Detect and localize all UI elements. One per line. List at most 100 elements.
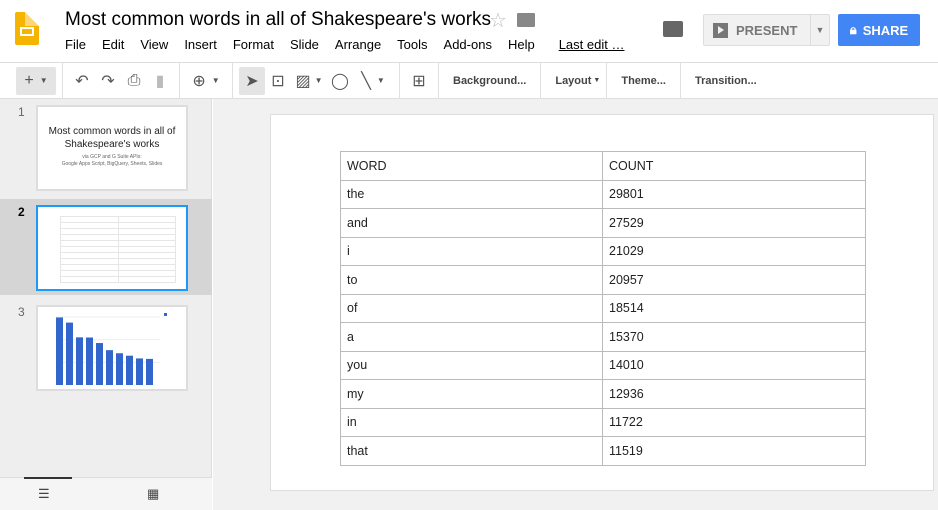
play-icon [713, 22, 728, 38]
table-row: that 11519 [340, 436, 866, 466]
bar-i [76, 337, 83, 385]
add-comment-icon[interactable]: ⊞ [412, 72, 426, 90]
table-row: of 18514 [340, 293, 866, 323]
slide-thumb-3[interactable]: 3 [0, 299, 212, 395]
undo-icon[interactable]: ↶ [75, 72, 89, 90]
word-cell[interactable]: to [340, 265, 603, 295]
thumb-bar-chart [56, 313, 167, 385]
toolbar: + ▼ ↶ ↷ ⎙ ▮ ⊕ ▼ ➤ ⊡ ▨ ▼ ◯ ╲ ▼ ⊞ Background.… [0, 62, 938, 99]
word-cell[interactable]: you [340, 350, 603, 380]
redo-icon[interactable]: ↷ [101, 72, 115, 90]
word-cell[interactable]: and [340, 208, 603, 238]
thumb-title: Most common words in all of Shakespeare'… [48, 126, 176, 150]
count-cell[interactable]: 18514 [602, 293, 866, 323]
present-dropdown-icon[interactable]: ▼ [815, 25, 825, 35]
thumb-subtitle: via GCP and G Suite APIs: [82, 154, 142, 160]
table-row: my 12936 [340, 379, 866, 409]
count-cell[interactable]: 27529 [602, 208, 866, 238]
layout-button[interactable]: Layout [555, 74, 592, 87]
filmstrip: 1 Most common words in all of Shakespear… [0, 99, 212, 510]
folder-icon[interactable] [517, 13, 535, 27]
present-button[interactable]: PRESENT ▼ [703, 14, 830, 46]
select-cursor-icon[interactable]: ➤ [239, 66, 265, 95]
word-cell[interactable]: a [340, 322, 603, 352]
print-icon[interactable]: ⎙ [127, 71, 141, 89]
legend-swatch [164, 313, 167, 316]
view-toggle-bar: ☰ ▦ [0, 477, 212, 510]
table-row: i 21029 [340, 236, 866, 266]
bar-to [86, 337, 93, 385]
table-row: to 20957 [340, 265, 866, 295]
menu-help[interactable]: Help [507, 37, 535, 52]
share-button[interactable]: 🔒︎ SHARE [838, 14, 920, 46]
bar-in [136, 358, 143, 385]
word-cell[interactable]: my [340, 379, 603, 409]
menu-tools[interactable]: Tools [397, 37, 428, 52]
menu-arrange[interactable]: Arrange [334, 37, 382, 52]
header-count[interactable]: COUNT [602, 151, 866, 181]
table-row: and 27529 [340, 208, 866, 238]
menu-edit[interactable]: Edit [101, 37, 125, 52]
count-cell[interactable]: 20957 [602, 265, 866, 295]
slide-thumb-1[interactable]: 1 Most common words in all of Shakespear… [0, 99, 212, 195]
table-row: in 11722 [340, 407, 866, 437]
slides-logo[interactable] [15, 12, 39, 45]
word-cell[interactable]: of [340, 293, 603, 323]
word-cell[interactable]: in [340, 407, 603, 437]
slide-number: 3 [18, 305, 25, 319]
word-count-table[interactable]: WORD COUNT the 29801 and 27529 i 21029 to 20957 o… [340, 151, 866, 466]
count-cell[interactable]: 12936 [602, 379, 866, 409]
table-row: you 14010 [340, 350, 866, 380]
word-cell[interactable]: i [340, 236, 603, 266]
line-icon[interactable]: ╲ ▼ [361, 72, 385, 90]
bar-a [106, 350, 113, 385]
bar-my [126, 355, 133, 385]
document-title[interactable]: Most common words in all of Shakespeare'… [65, 9, 492, 30]
last-edit-link[interactable]: Last edit … [558, 37, 625, 52]
share-label: SHARE [862, 22, 909, 38]
count-cell[interactable]: 21029 [602, 236, 866, 266]
slide-canvas: WORD COUNT the 29801 and 27529 i 21029 to 20957 o… [213, 99, 938, 510]
menu-view[interactable]: View [140, 37, 169, 52]
lock-icon: 🔒︎ [849, 22, 857, 37]
zoom-icon[interactable]: ⊕ ▼ [192, 72, 220, 90]
theme-button[interactable]: Theme... [621, 74, 666, 87]
paint-format-icon[interactable]: ▮ [155, 72, 165, 90]
comments-icon[interactable] [663, 21, 683, 37]
table-row: the 29801 [340, 179, 866, 209]
background-button[interactable]: Background... [453, 74, 527, 87]
grid-view-icon[interactable]: ▦ [147, 486, 160, 501]
bar-you [116, 353, 123, 385]
bar-that [146, 358, 153, 385]
count-cell[interactable]: 11722 [602, 407, 866, 437]
menu-file[interactable]: File [65, 37, 86, 52]
bar-of [96, 343, 103, 385]
menu-format[interactable]: Format [232, 37, 274, 52]
header-word[interactable]: WORD [340, 151, 603, 181]
count-cell[interactable]: 29801 [602, 179, 866, 209]
shape-icon[interactable]: ◯ [331, 72, 349, 90]
count-cell[interactable]: 14010 [602, 350, 866, 380]
transition-button[interactable]: Transition... [694, 74, 757, 87]
menu-slide[interactable]: Slide [290, 37, 319, 52]
slide-number: 1 [18, 105, 25, 119]
thumb-table [60, 216, 176, 283]
word-cell[interactable]: that [340, 436, 603, 466]
slide-2[interactable]: WORD COUNT the 29801 and 27529 i 21029 to 20957 o… [270, 114, 934, 491]
present-label: PRESENT [736, 22, 798, 38]
slide-number: 2 [18, 205, 25, 219]
count-cell[interactable]: 11519 [602, 436, 866, 466]
word-cell[interactable]: the [340, 179, 603, 209]
menu-addons[interactable]: Add-ons [443, 37, 492, 52]
menu-bar: File Edit View Insert Format Slide Arran… [65, 37, 640, 52]
count-cell[interactable]: 15370 [602, 322, 866, 352]
slide-thumb-2[interactable]: 2 [0, 199, 212, 295]
new-slide-button[interactable]: + ▼ [16, 66, 56, 95]
table-row: a 15370 [340, 322, 866, 352]
image-icon[interactable]: ▨ ▼ [295, 72, 323, 90]
text-box-icon[interactable]: ⊡ [271, 72, 285, 90]
star-icon[interactable]: ☆ [489, 10, 507, 32]
menu-insert[interactable]: Insert [184, 37, 217, 52]
filmstrip-view-icon[interactable]: ☰ [38, 486, 50, 501]
bar-and [66, 322, 73, 385]
